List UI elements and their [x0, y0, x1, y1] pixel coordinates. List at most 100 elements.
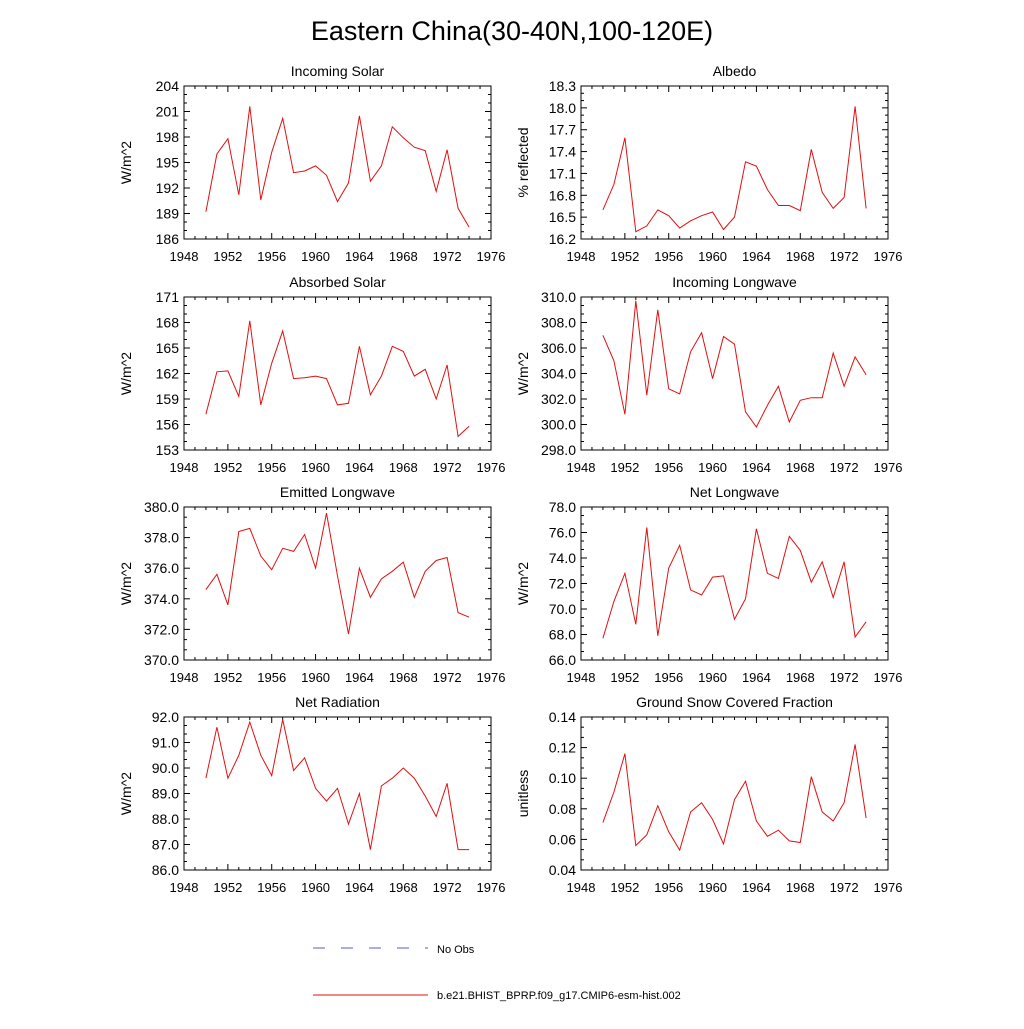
y-tick-label: 76.0: [549, 525, 576, 541]
y-tick-label: 186: [156, 231, 180, 247]
y-tick-label: 0.08: [549, 801, 576, 817]
x-tick-label: 1956: [257, 670, 286, 685]
y-tick-label: 374.0: [144, 591, 179, 607]
y-tick-label: 16.8: [549, 187, 576, 203]
x-tick-label: 1976: [874, 880, 903, 895]
plot-frame: [183, 296, 492, 451]
x-tick-label: 1952: [610, 249, 639, 264]
y-axis-label: W/m^2: [118, 772, 134, 815]
x-tick-label: 1968: [389, 880, 418, 895]
y-tick-label: 88.0: [152, 811, 179, 827]
y-tick-label: 70.0: [549, 601, 576, 617]
x-tick-label: 1960: [301, 880, 330, 895]
series-line: [205, 719, 470, 851]
series-line: [602, 744, 867, 852]
y-tick-label: 0.10: [549, 770, 576, 786]
y-tick-label: 380.0: [144, 499, 179, 515]
plot-frame: [580, 716, 889, 871]
y-tick-label: 16.2: [549, 231, 576, 247]
y-tick-label: 159: [156, 391, 180, 407]
y-tick-label: 370.0: [144, 652, 179, 668]
chart-albedo: Albedo % reflected 1948 1952 1956 1960 1964 196…: [515, 63, 902, 264]
x-tick-label: 1964: [345, 249, 374, 264]
y-tick-label: 204: [156, 78, 180, 94]
x-tick-label: 1956: [257, 249, 286, 264]
x-tick-label: 1960: [698, 460, 727, 475]
x-tick-label: 1968: [786, 460, 815, 475]
series-line: [205, 320, 470, 438]
legend-model-label: b.e21.BHIST_BPRP.f09_g17.CMIP6-esm-hist.…: [437, 990, 681, 1002]
y-tick-label: 165: [156, 340, 180, 356]
x-tick-label: 1952: [610, 460, 639, 475]
x-tick-label: 1968: [786, 249, 815, 264]
x-tick-label: 1948: [170, 670, 199, 685]
y-tick-label: 201: [156, 104, 180, 120]
chart-title: Incoming Longwave: [672, 274, 797, 290]
x-tick-label: 1964: [742, 460, 771, 475]
y-tick-label: 86.0: [152, 862, 179, 878]
y-tick-label: 90.0: [152, 760, 179, 776]
x-tick-label: 1976: [874, 249, 903, 264]
x-tick-label: 1972: [433, 670, 462, 685]
y-tick-label: 0.04: [549, 862, 576, 878]
page-title: Eastern China(30-40N,100-120E): [311, 16, 713, 46]
y-tick-label: 378.0: [144, 530, 179, 546]
chart-title: Net Longwave: [690, 484, 780, 500]
chart-emitted-longwave: Emitted Longwave W/m^2 1948 1952 1956 1960 196…: [118, 484, 505, 685]
series-line: [602, 300, 867, 428]
y-tick-label: 72.0: [549, 576, 576, 592]
y-tick-label: 17.1: [549, 165, 576, 181]
y-tick-label: 0.14: [549, 709, 576, 725]
x-tick-label: 1972: [830, 249, 859, 264]
x-tick-label: 1972: [433, 249, 462, 264]
y-tick-label: 310.0: [541, 289, 576, 305]
y-tick-label: 308.0: [541, 315, 576, 331]
y-tick-label: 78.0: [549, 499, 576, 515]
x-tick-label: 1972: [830, 670, 859, 685]
x-tick-label: 1956: [654, 249, 683, 264]
y-axis-label: W/m^2: [118, 352, 134, 395]
plot-frame: [183, 716, 492, 871]
x-tick-label: 1964: [742, 670, 771, 685]
x-tick-label: 1976: [477, 460, 506, 475]
chart-ground-snow: Ground Snow Covered Fraction unitless 1948…: [515, 694, 902, 895]
chart-title: Net Radiation: [295, 694, 380, 710]
x-tick-label: 1956: [257, 880, 286, 895]
series-line: [205, 513, 470, 635]
x-tick-label: 1960: [698, 880, 727, 895]
x-tick-label: 1972: [433, 460, 462, 475]
x-tick-label: 1948: [170, 460, 199, 475]
x-tick-label: 1952: [610, 880, 639, 895]
x-tick-label: 1976: [874, 460, 903, 475]
plot-frame: [580, 296, 889, 451]
y-tick-label: 0.06: [549, 831, 576, 847]
x-tick-label: 1968: [786, 880, 815, 895]
x-tick-label: 1968: [786, 670, 815, 685]
y-tick-label: 298.0: [541, 442, 576, 458]
x-tick-label: 1976: [477, 670, 506, 685]
chart-title: Incoming Solar: [291, 63, 385, 79]
x-tick-label: 1972: [433, 880, 462, 895]
x-tick-label: 1964: [345, 670, 374, 685]
panels: Incoming Solar W/m^2 1948 1952 1956 1960 1964 1…: [118, 63, 902, 895]
series-line: [602, 106, 867, 233]
x-tick-label: 1948: [170, 880, 199, 895]
y-tick-label: 92.0: [152, 709, 179, 725]
y-tick-label: 198: [156, 129, 180, 145]
x-tick-label: 1948: [170, 249, 199, 264]
y-tick-label: 304.0: [541, 366, 576, 382]
chart-net-radiation: Net Radiation W/m^2 1948 1952 1956 1960 1964 19…: [118, 694, 505, 895]
y-tick-label: 302.0: [541, 391, 576, 407]
y-tick-label: 17.4: [549, 144, 576, 160]
x-tick-label: 1964: [345, 880, 374, 895]
y-axis-label: W/m^2: [515, 562, 531, 605]
y-axis-label: W/m^2: [515, 352, 531, 395]
y-tick-label: 162: [156, 366, 180, 382]
chart-title: Absorbed Solar: [289, 274, 386, 290]
x-tick-label: 1956: [257, 460, 286, 475]
x-tick-label: 1948: [567, 460, 596, 475]
x-tick-label: 1952: [213, 249, 242, 264]
y-tick-label: 153: [156, 442, 180, 458]
x-tick-label: 1972: [830, 880, 859, 895]
y-tick-label: 376.0: [144, 560, 179, 576]
